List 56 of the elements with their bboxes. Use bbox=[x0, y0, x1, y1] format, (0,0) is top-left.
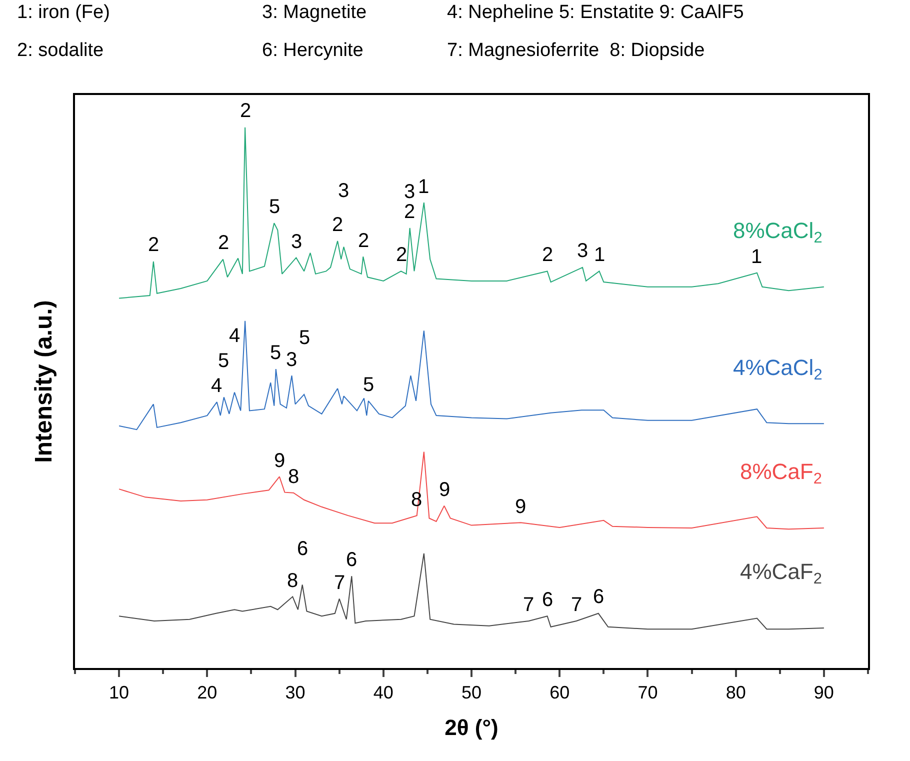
annotation: 2 bbox=[332, 214, 344, 236]
x-tick-label: 90 bbox=[814, 682, 834, 703]
x-tick-label: 70 bbox=[638, 682, 658, 703]
x-tick-label: 10 bbox=[109, 682, 130, 703]
annotation: 1 bbox=[418, 176, 430, 198]
annotation: 2 bbox=[240, 100, 252, 122]
annotation: 3 bbox=[291, 231, 302, 253]
x-tick-label: 30 bbox=[285, 682, 306, 703]
annotation: 7 bbox=[523, 594, 534, 616]
text: 1: iron (Fe) bbox=[17, 2, 110, 23]
annotation: 3 bbox=[577, 240, 588, 262]
annotation: 3 bbox=[338, 180, 350, 202]
annotation: 5 bbox=[218, 350, 230, 372]
annotation: 4 bbox=[211, 375, 222, 397]
text: 6: Hercynite bbox=[262, 40, 364, 61]
series-label: 4%CaF$_{2}$ bbox=[740, 559, 822, 588]
text: 2: sodalite bbox=[17, 40, 104, 61]
annotation: 6 bbox=[593, 586, 604, 608]
text: 4: Nepheline 5: Enstatite 9: CaAlF5 bbox=[447, 2, 744, 23]
annotation: 2 bbox=[358, 230, 370, 252]
annotation: 2 bbox=[148, 234, 160, 256]
x-axis-title: 2θ (°) bbox=[444, 715, 498, 740]
annotation: 2 bbox=[396, 244, 408, 266]
annotation: 5 bbox=[269, 196, 280, 218]
annotation: 1 bbox=[751, 246, 762, 268]
annotation: 5 bbox=[299, 327, 310, 349]
annotation: 8 bbox=[287, 570, 298, 592]
annotation: 7 bbox=[334, 572, 346, 594]
x-tick-label: 40 bbox=[373, 682, 394, 703]
annotation: 6 bbox=[542, 589, 554, 611]
x-tick-label: 80 bbox=[726, 682, 746, 703]
x-tick-label: 20 bbox=[197, 682, 218, 703]
text: 3: Magnetite bbox=[262, 2, 367, 23]
annotation: 2 bbox=[218, 232, 230, 254]
annotation: 9 bbox=[274, 450, 286, 472]
annotation: 6 bbox=[346, 549, 358, 571]
annotation: 7 bbox=[571, 594, 582, 616]
y-axis-title: Intensity (a.u.) bbox=[30, 300, 58, 463]
annotation: 2 bbox=[542, 244, 554, 266]
annotation: 2 bbox=[404, 201, 416, 223]
series-label: 4%CaCl$_{2}$ bbox=[733, 355, 822, 384]
series-label: 8%CaF$_{2}$ bbox=[740, 459, 822, 488]
annotation: 4 bbox=[229, 325, 240, 347]
text: 7: Magnesioferrite 8: Diopside bbox=[447, 40, 705, 61]
annotation: 9 bbox=[439, 479, 450, 501]
annotation: 8 bbox=[288, 466, 300, 488]
annotation: 6 bbox=[297, 538, 308, 560]
x-tick-label: 60 bbox=[550, 682, 570, 703]
x-tick-label: 50 bbox=[461, 682, 482, 703]
annotation: 1 bbox=[594, 244, 606, 266]
annotation: 5 bbox=[363, 374, 374, 396]
annotation: 3 bbox=[286, 349, 298, 371]
annotation: 5 bbox=[270, 342, 282, 364]
series-label: 8%CaCl$_{2}$ bbox=[733, 218, 822, 247]
annotation: 9 bbox=[515, 496, 526, 518]
annotation: 3 bbox=[404, 181, 416, 203]
